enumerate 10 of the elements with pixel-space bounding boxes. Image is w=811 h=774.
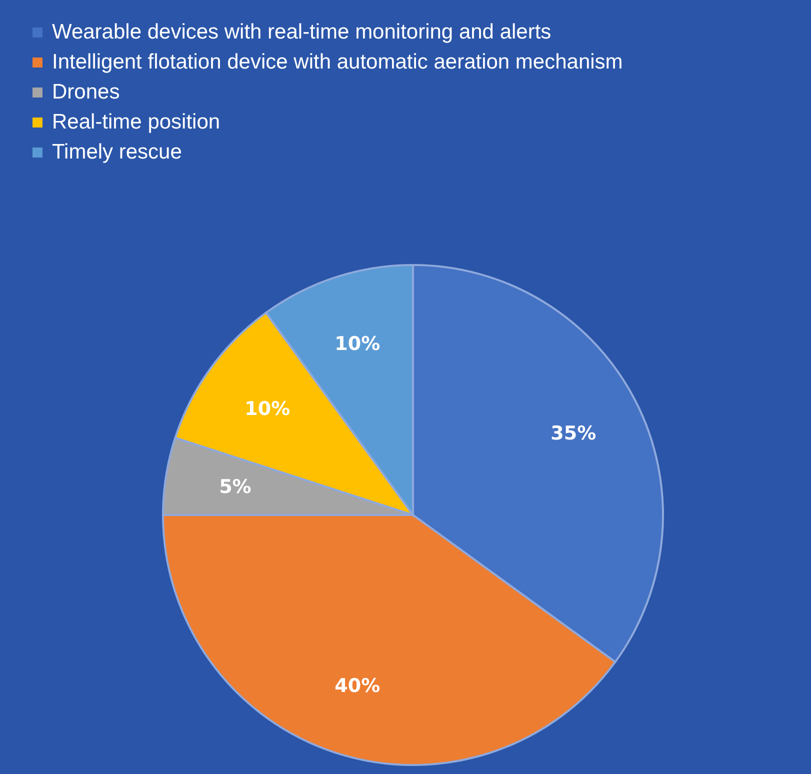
legend-label: Drones [52, 80, 120, 104]
data-label: 5% [219, 476, 252, 498]
legend-label: Real-time position [52, 110, 220, 134]
data-label: 35% [550, 422, 596, 444]
legend-label: Timely rescue [52, 140, 182, 164]
data-label: 40% [334, 675, 380, 698]
data-label: 10% [334, 332, 380, 355]
legend-label: Wearable devices with real-time monitoring and alerts [52, 20, 552, 44]
data-label: 10% [244, 398, 290, 420]
legend-label: Intelligent flotation device with automatic aeration mechanism [52, 50, 623, 74]
